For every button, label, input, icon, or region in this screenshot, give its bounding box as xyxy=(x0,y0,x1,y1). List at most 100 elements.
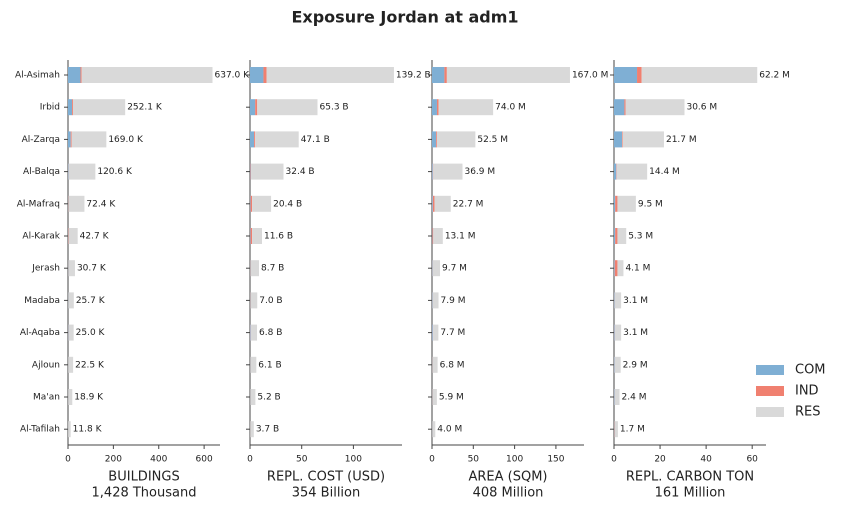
total-label: 47.1 B xyxy=(301,135,330,145)
total-label: 18.9 K xyxy=(74,393,104,403)
total-label: 8.7 B xyxy=(261,264,284,274)
total-label: 30.7 K xyxy=(77,264,107,274)
bar-segment xyxy=(614,292,622,309)
total-label: 74.0 M xyxy=(495,103,526,113)
x-axis-sublabel: 1,428 Thousand xyxy=(92,486,197,501)
x-tick-label: 0 xyxy=(429,455,435,465)
bar-segment xyxy=(614,260,615,277)
total-label: 1.7 M xyxy=(620,425,645,435)
bar-segment xyxy=(68,324,74,341)
bar-segment xyxy=(614,195,616,212)
bar-segment xyxy=(614,260,618,277)
x-axis-label: AREA (SQM) xyxy=(468,470,547,485)
y-tick-label: Al-Karak xyxy=(22,232,60,242)
bar-segment xyxy=(70,131,72,148)
total-label: 65.3 B xyxy=(320,103,349,113)
legend-label: COM xyxy=(795,363,826,378)
bar-segment xyxy=(250,389,256,405)
total-label: 11.8 K xyxy=(73,425,103,435)
bar-segment xyxy=(80,67,82,83)
bar-segment xyxy=(432,324,433,341)
total-label: 62.2 M xyxy=(759,71,790,81)
bar-segment xyxy=(625,99,685,116)
bar-segment xyxy=(432,163,433,180)
bar-segment xyxy=(436,99,439,116)
bar-segment xyxy=(617,228,627,244)
bar-segment xyxy=(614,228,616,244)
legend-label: IND xyxy=(795,384,819,399)
total-label: 120.6 K xyxy=(97,167,133,177)
x-tick-label: 20 xyxy=(654,455,666,465)
y-tick-label: Madaba xyxy=(24,296,60,306)
bar-segment xyxy=(250,324,258,341)
total-label: 2.9 M xyxy=(623,360,648,370)
bar-segment xyxy=(433,324,439,341)
x-axis-label: REPL. CARBON TON xyxy=(626,470,754,485)
total-label: 9.7 M xyxy=(442,264,467,274)
y-tick-label: Al-Tafilah xyxy=(20,425,60,435)
bar-segment xyxy=(446,67,570,83)
bar-segment xyxy=(616,163,648,180)
bar-segment xyxy=(250,131,255,148)
y-tick-label: Irbid xyxy=(40,103,60,113)
x-tick-label: 200 xyxy=(105,455,122,465)
bar-segment xyxy=(444,67,447,83)
total-label: 32.4 B xyxy=(286,167,315,177)
bar-segment xyxy=(614,99,625,116)
bar-segment xyxy=(432,99,437,116)
bar-segment xyxy=(641,67,758,83)
figure-title: Exposure Jordan at adm1 xyxy=(291,8,518,27)
bar-segment xyxy=(68,67,81,83)
bar-segment xyxy=(68,228,78,244)
bar-segment xyxy=(622,131,623,148)
bar-segment xyxy=(252,195,272,212)
x-tick-label: 50 xyxy=(468,455,480,465)
bar-segment xyxy=(432,67,445,83)
bar-segment xyxy=(255,131,299,148)
bar-segment xyxy=(250,67,264,83)
bar-segment xyxy=(622,131,664,148)
bar-segment xyxy=(266,67,394,83)
bar-segment xyxy=(614,356,621,373)
total-label: 3.1 M xyxy=(623,328,648,338)
total-label: 6.1 B xyxy=(258,360,281,370)
bar-segment xyxy=(432,228,434,244)
total-label: 5.2 B xyxy=(257,393,280,403)
legend-swatch xyxy=(756,365,784,375)
legend-swatch xyxy=(756,386,784,396)
total-label: 6.8 M xyxy=(440,360,465,370)
bar-segment xyxy=(434,195,451,212)
total-label: 5.9 M xyxy=(439,393,464,403)
bar-segment xyxy=(250,356,257,373)
bar-segment xyxy=(255,99,258,116)
bar-segment xyxy=(432,421,436,438)
y-tick-label: Al-Aqaba xyxy=(20,328,60,338)
y-tick-label: Al-Mafraq xyxy=(17,199,60,209)
bar-segment xyxy=(438,99,494,116)
x-tick-label: 100 xyxy=(345,455,362,465)
bar-segment xyxy=(68,163,96,180)
bar-segment xyxy=(250,195,253,212)
bar-segment xyxy=(68,389,73,405)
total-label: 7.9 M xyxy=(441,296,466,306)
bar-segment xyxy=(432,356,438,373)
y-tick-label: Ma'an xyxy=(33,393,60,403)
total-label: 167.0 M xyxy=(572,71,608,81)
bar-segment xyxy=(250,228,253,244)
bar-segment xyxy=(252,228,262,244)
bar-segment xyxy=(250,195,251,212)
bar-segment xyxy=(433,228,443,244)
y-tick-label: Ajloun xyxy=(32,360,60,370)
bar-segment xyxy=(614,421,618,438)
bar-segment xyxy=(68,356,74,373)
x-axis-sublabel: 408 Million xyxy=(473,486,544,501)
legend-swatch xyxy=(756,407,784,417)
bar-segment xyxy=(68,99,73,116)
bar-segment xyxy=(624,99,626,116)
bar-segment xyxy=(68,260,75,277)
bar-segment xyxy=(432,389,437,405)
total-label: 7.7 M xyxy=(440,328,465,338)
x-tick-label: 600 xyxy=(196,455,213,465)
bar-segment xyxy=(614,324,622,341)
